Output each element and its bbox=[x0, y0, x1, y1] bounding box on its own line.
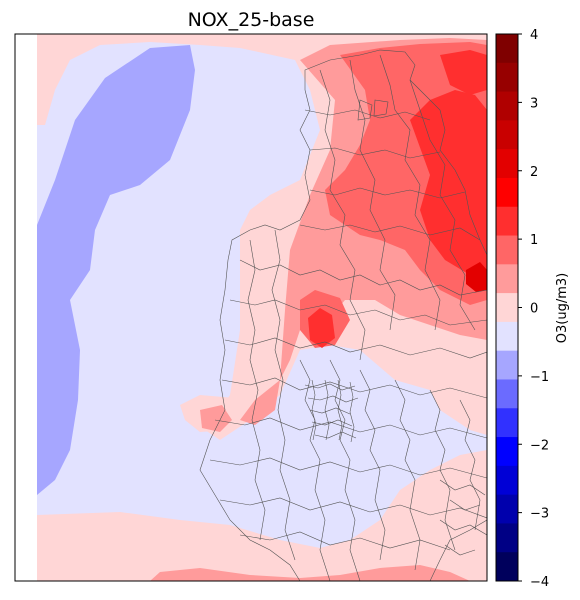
colorbar-segment bbox=[496, 149, 518, 179]
colorbar-tick-label: 2 bbox=[530, 165, 538, 180]
colorbar-tick-label: −2 bbox=[530, 438, 549, 453]
map-panel bbox=[15, 34, 487, 581]
colorbar-tick-label: −3 bbox=[530, 507, 549, 522]
contour-dark-red-spot bbox=[466, 262, 487, 292]
colorbar-segment bbox=[496, 321, 518, 352]
colorbar-segment bbox=[496, 494, 518, 524]
colorbar-segment bbox=[496, 206, 518, 237]
map-title: NOX_25-base bbox=[188, 9, 315, 31]
contour-pink-south bbox=[150, 565, 470, 581]
colorbar-segment bbox=[496, 465, 518, 496]
colorbar-segment bbox=[496, 120, 518, 150]
contour-light-pink-south bbox=[37, 450, 487, 581]
colorbar-tick-label: 4 bbox=[530, 28, 538, 43]
contour-red-north bbox=[440, 50, 487, 95]
no-data-strip bbox=[15, 34, 37, 581]
colorbar-tick-label: −1 bbox=[530, 370, 549, 385]
district-boundaries bbox=[199, 49, 487, 581]
colorbar-segment bbox=[496, 34, 518, 64]
colorbar-ticks: 4 3 2 1 0 −1 −2 −3 −4 bbox=[518, 28, 549, 590]
contour-blue-west bbox=[37, 45, 195, 495]
colorbar-segment bbox=[496, 235, 518, 265]
colorbar-label: O3(ug/m3) bbox=[555, 273, 570, 343]
colorbar bbox=[496, 34, 518, 582]
colorbar-segment bbox=[496, 437, 518, 467]
colorbar-segment bbox=[496, 177, 518, 208]
colorbar-segment bbox=[496, 350, 518, 380]
colorbar-segment bbox=[496, 91, 518, 121]
colorbar-tick-label: 1 bbox=[530, 233, 538, 248]
colorbar-tick-label: 3 bbox=[530, 96, 538, 111]
colorbar-segment bbox=[496, 552, 518, 582]
colorbar-segment bbox=[496, 293, 518, 323]
district-outline bbox=[199, 49, 487, 581]
colorbar-segment bbox=[496, 379, 518, 409]
colorbar-segment bbox=[496, 264, 518, 294]
colorbar-tick-label: 0 bbox=[530, 302, 538, 317]
contour-red-center bbox=[308, 308, 335, 348]
colorbar-segment bbox=[496, 523, 518, 553]
colorbar-tick-label: −4 bbox=[530, 575, 549, 590]
colorbar-segment bbox=[496, 62, 518, 93]
map-frame bbox=[14, 33, 488, 582]
contour-red-east bbox=[410, 90, 487, 275]
colorbar-segment bbox=[496, 408, 518, 438]
